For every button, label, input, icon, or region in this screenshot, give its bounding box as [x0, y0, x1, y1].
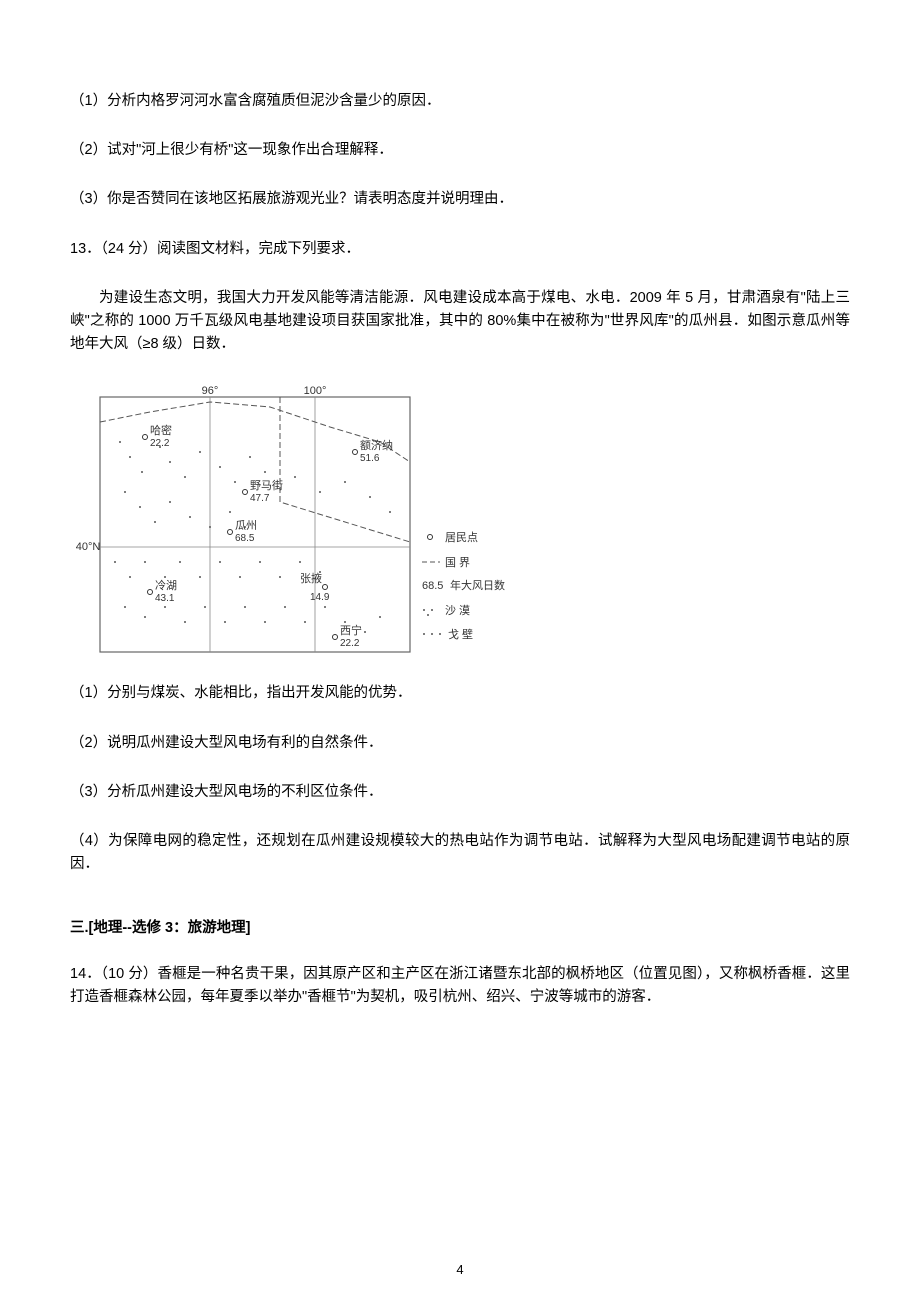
- q13-part1: （1）分别与煤炭、水能相比，指出开发风能的优势．: [70, 682, 850, 705]
- q12-part3: （3）你是否赞同在该地区拓展旅游观光业？请表明态度并说明理由．: [70, 188, 850, 211]
- svg-text:14.9: 14.9: [310, 592, 330, 603]
- svg-text:野马街: 野马街: [250, 478, 283, 492]
- svg-text:22.2: 22.2: [340, 638, 360, 649]
- lat-40-label: 40°N: [76, 541, 101, 553]
- place-xining: 西宁 22.2: [333, 623, 363, 649]
- q13-part4: （4）为保障电网的稳定性，还规划在瓜州建设规模较大的热电站作为调节电站．试解释为…: [70, 830, 850, 876]
- svg-text:沙 漠: 沙 漠: [445, 604, 470, 617]
- svg-text:68.5: 68.5: [235, 533, 255, 544]
- svg-text:西宁: 西宁: [340, 623, 362, 637]
- q13-part3: （3）分析瓜州建设大型风电场的不利区位条件．: [70, 781, 850, 804]
- q14-paragraph: 14．（10 分）香榧是一种名贵干果，因其原产区和主产区在浙江诸暨东北部的枫桥地…: [70, 963, 850, 1009]
- lon-100-label: 100°: [304, 385, 327, 397]
- place-lenghu: 冷湖 43.1: [148, 579, 178, 604]
- section-3-heading: 三.[地理--选修 3：旅游地理]: [70, 916, 850, 937]
- q13-part2: （2）说明瓜州建设大型风电场有利的自然条件．: [70, 732, 850, 755]
- svg-text:居民点: 居民点: [445, 531, 478, 544]
- svg-text:68.5: 68.5: [422, 580, 443, 592]
- svg-text:国 界: 国 界: [445, 556, 470, 569]
- svg-text:张掖: 张掖: [300, 571, 322, 585]
- svg-text:哈密: 哈密: [150, 423, 172, 437]
- q13-stem: 13．（24 分）阅读图文材料，完成下列要求．: [70, 238, 850, 261]
- place-yema: 野马街 47.7: [243, 478, 284, 504]
- svg-text:43.1: 43.1: [155, 593, 175, 604]
- svg-text:额济纳: 额济纳: [360, 438, 393, 452]
- svg-text:年大风日数: 年大风日数: [450, 578, 505, 592]
- q13-paragraph: 为建设生态文明，我国大力开发风能等清洁能源．风电建设成本高于煤电、水电．2009…: [70, 287, 850, 357]
- place-hami: 哈密 22.2: [143, 423, 173, 449]
- guazhou-wind-map: 96° 100° 40°N 哈密 22.2 额济纳 51.6 野马街 47.7: [70, 382, 520, 662]
- page-number: 4: [0, 1262, 920, 1277]
- svg-text:47.7: 47.7: [250, 493, 270, 504]
- q12-part1: （1）分析内格罗河河水富含腐殖质但泥沙含量少的原因．: [70, 90, 850, 113]
- svg-text:戈 壁: 戈 壁: [448, 627, 473, 641]
- svg-text:瓜州: 瓜州: [235, 520, 257, 532]
- lon-96-label: 96°: [202, 385, 219, 397]
- svg-text:22.2: 22.2: [150, 438, 170, 449]
- svg-text:51.6: 51.6: [360, 453, 380, 464]
- map-legend: 居民点 国 界 68.5 年大风日数 沙 漠 戈 壁: [422, 531, 505, 641]
- svg-text:冷湖: 冷湖: [155, 579, 177, 592]
- place-guazhou: 瓜州 68.5: [228, 520, 258, 544]
- place-ejina: 额济纳 51.6: [353, 438, 394, 464]
- q12-part2: （2）试对"河上很少有桥"这一现象作出合理解释．: [70, 139, 850, 162]
